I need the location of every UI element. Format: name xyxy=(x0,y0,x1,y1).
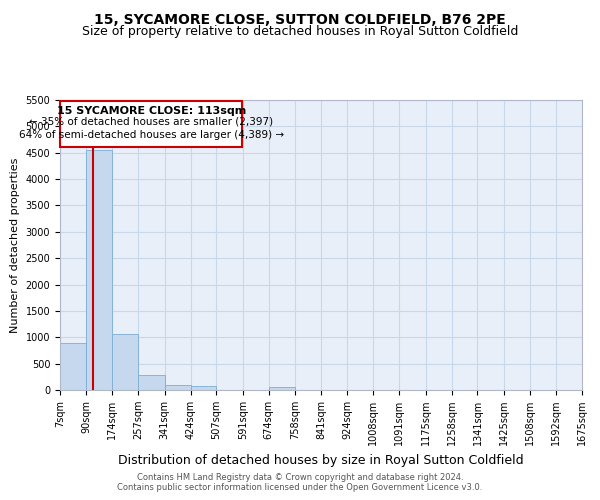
Bar xyxy=(164,386,191,390)
Bar xyxy=(269,388,295,390)
Text: 64% of semi-detached houses are larger (4,389) →: 64% of semi-detached houses are larger (… xyxy=(19,130,284,140)
Bar xyxy=(112,334,138,390)
Text: 15, SYCAMORE CLOSE, SUTTON COLDFIELD, B76 2PE: 15, SYCAMORE CLOSE, SUTTON COLDFIELD, B7… xyxy=(94,12,506,26)
Text: ← 35% of detached houses are smaller (2,397): ← 35% of detached houses are smaller (2,… xyxy=(29,116,273,126)
Bar xyxy=(138,375,164,390)
Text: Contains HM Land Registry data © Crown copyright and database right 2024.
Contai: Contains HM Land Registry data © Crown c… xyxy=(118,473,482,492)
Bar xyxy=(60,342,86,390)
Bar xyxy=(86,150,112,390)
Text: Size of property relative to detached houses in Royal Sutton Coldfield: Size of property relative to detached ho… xyxy=(82,25,518,38)
X-axis label: Distribution of detached houses by size in Royal Sutton Coldfield: Distribution of detached houses by size … xyxy=(118,454,524,466)
FancyBboxPatch shape xyxy=(60,100,242,147)
Text: 15 SYCAMORE CLOSE: 113sqm: 15 SYCAMORE CLOSE: 113sqm xyxy=(56,106,246,116)
Bar xyxy=(191,386,217,390)
Y-axis label: Number of detached properties: Number of detached properties xyxy=(10,158,20,332)
